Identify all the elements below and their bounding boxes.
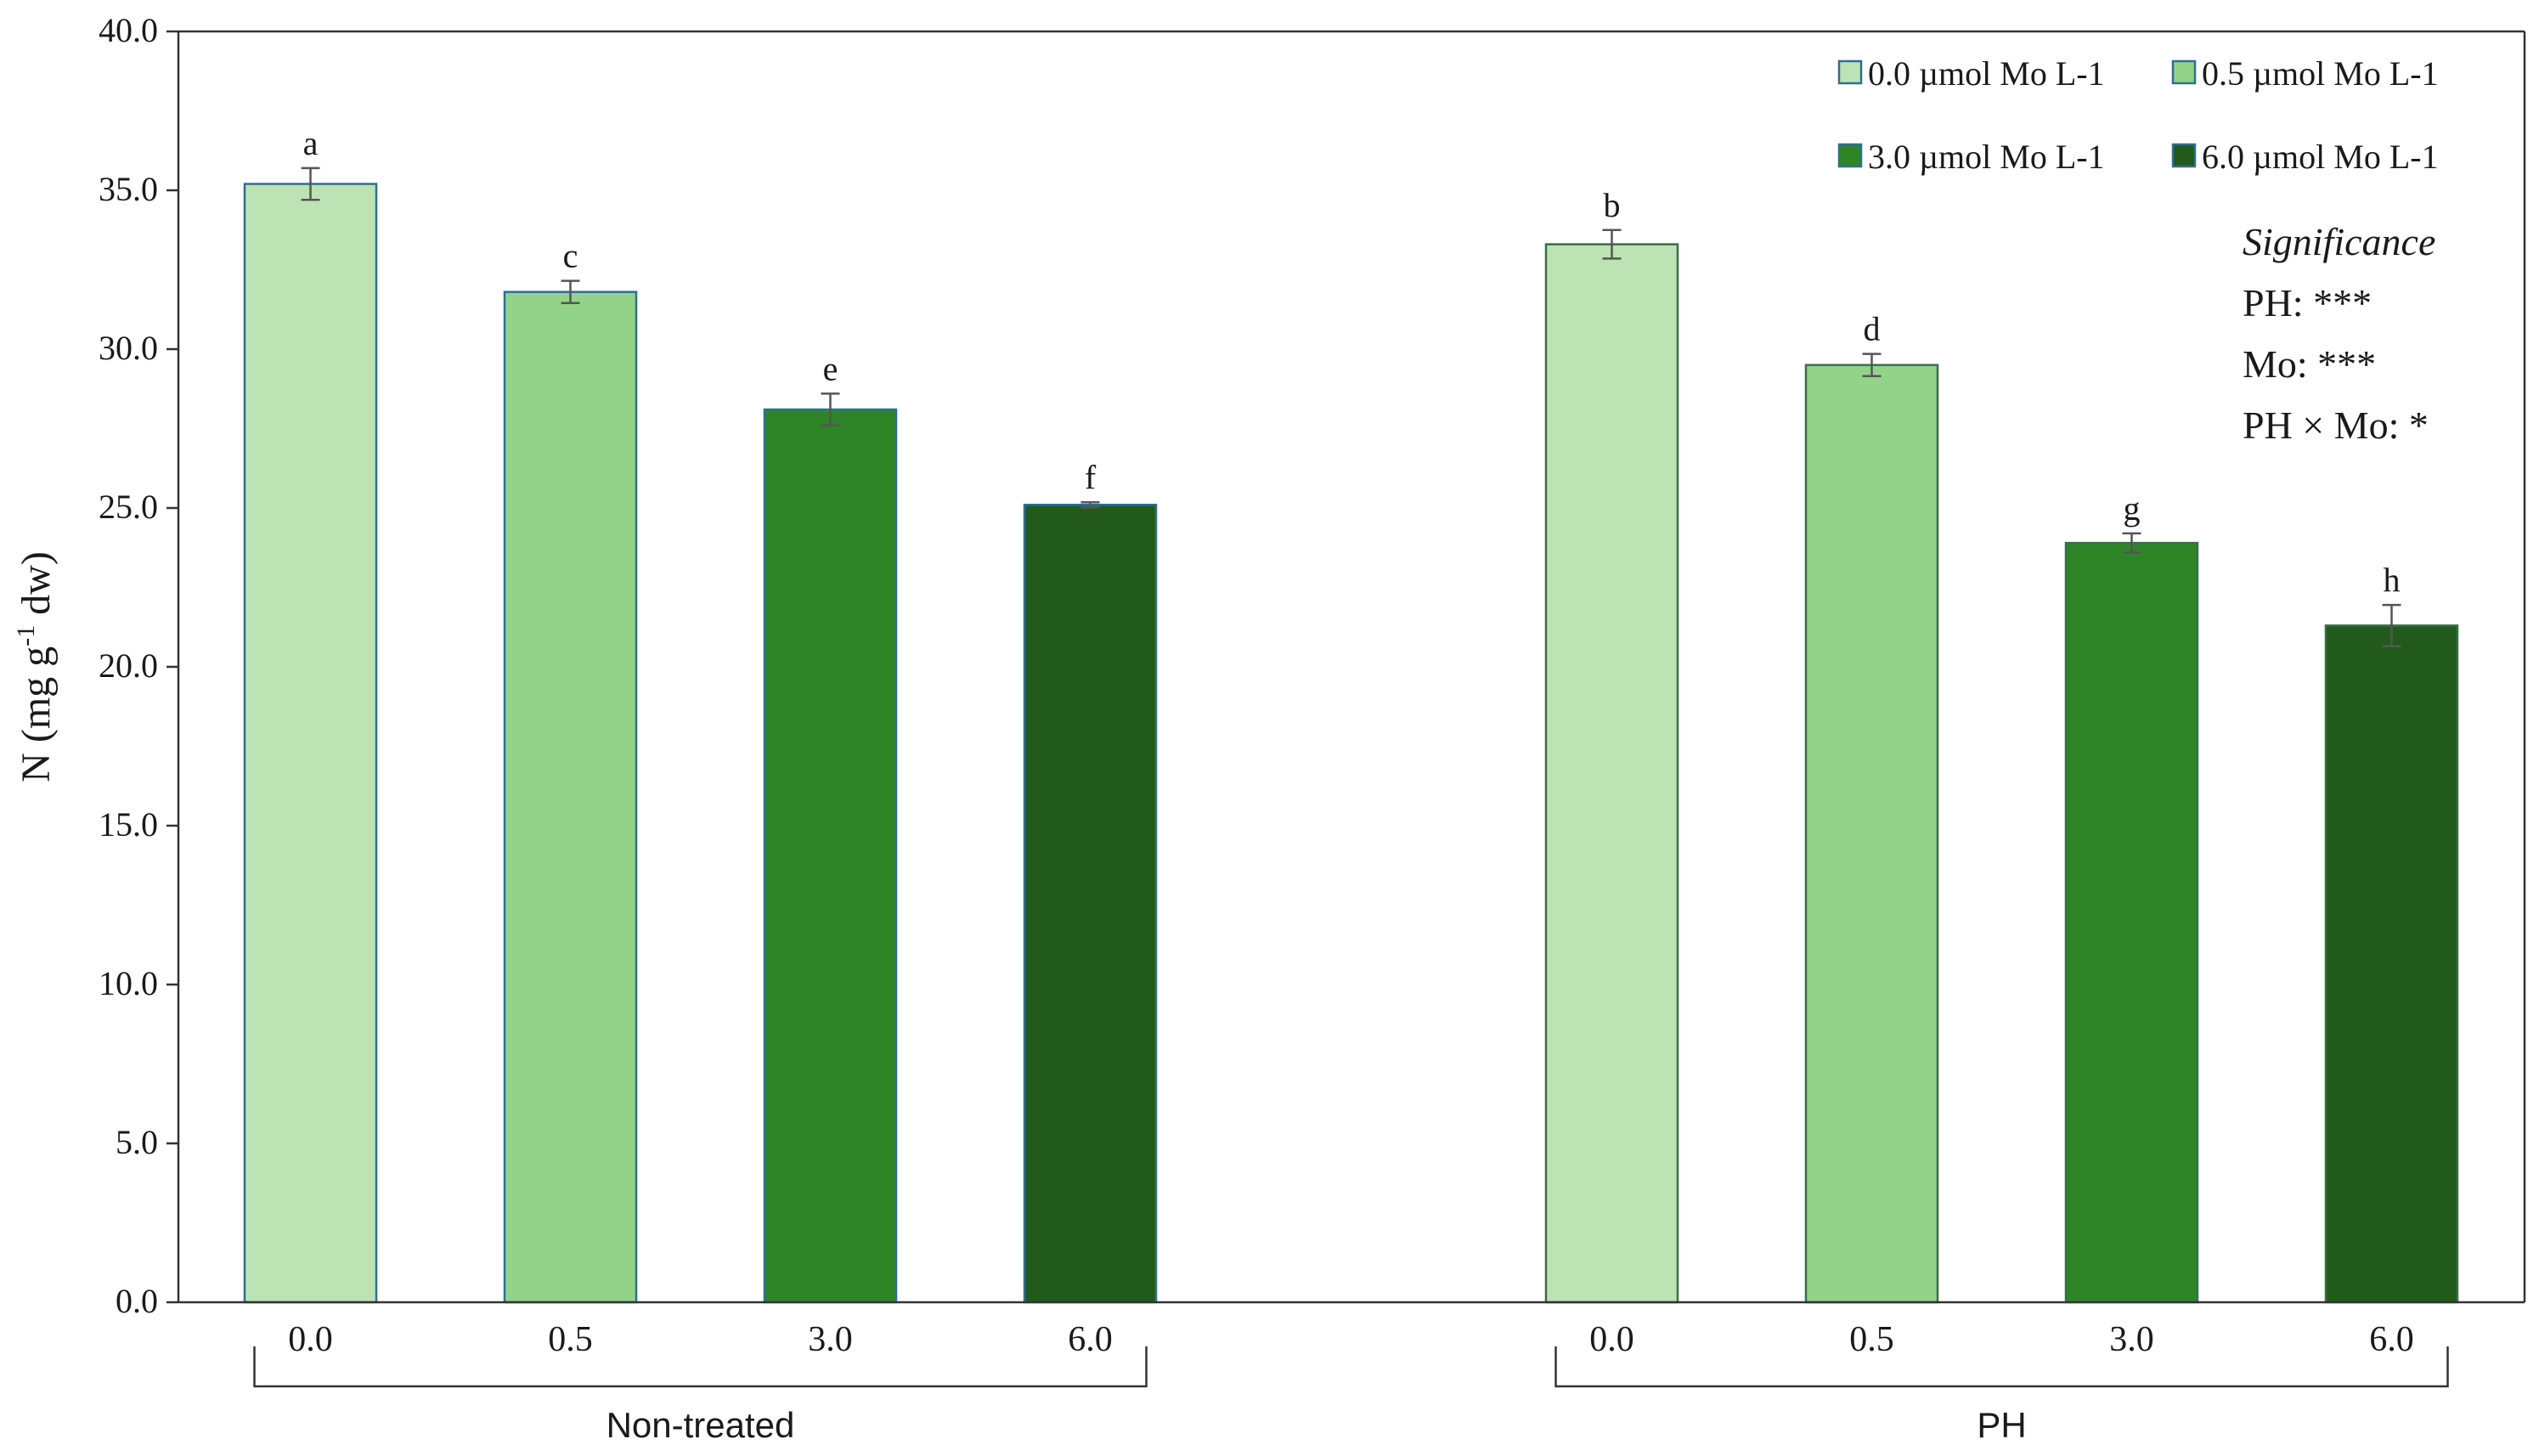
x-category-label: 3.0 bbox=[808, 1320, 853, 1359]
legend-label: 0.5 µmol Mo L-1 bbox=[2202, 54, 2439, 93]
y-tick-label: 10.0 bbox=[99, 964, 158, 1002]
group-bracket bbox=[1554, 1346, 2449, 1388]
significance-letter: d bbox=[1864, 310, 1881, 348]
significance-letter: h bbox=[2384, 561, 2401, 599]
bar-non-treated-0 bbox=[243, 183, 378, 1304]
error-bar bbox=[301, 166, 320, 201]
y-tick-label: 20.0 bbox=[99, 646, 158, 685]
x-category-label: 0.5 bbox=[1849, 1320, 1894, 1359]
error-bar bbox=[1602, 229, 1622, 260]
error-bar bbox=[1080, 501, 1100, 509]
y-tick-label: 40.0 bbox=[99, 11, 158, 49]
axes bbox=[177, 30, 2526, 1304]
significance-title: Significance bbox=[2243, 220, 2435, 263]
bar-ph-3 bbox=[2324, 624, 2459, 1304]
legend-swatch bbox=[1837, 143, 1863, 168]
bars bbox=[243, 183, 2459, 1304]
significance-box: Significance PH: *** Mo: *** PH × Mo: * bbox=[2243, 220, 2435, 447]
significance-line: PH: *** bbox=[2243, 281, 2372, 324]
group-label: PH bbox=[1977, 1405, 2026, 1445]
x-category-label: 3.0 bbox=[2109, 1320, 2154, 1359]
legend-label: 0.0 µmol Mo L-1 bbox=[1868, 54, 2105, 93]
significance-letter: a bbox=[303, 124, 319, 162]
x-category-label: 0.0 bbox=[1589, 1320, 1634, 1359]
significance-line: PH × Mo: * bbox=[2243, 404, 2429, 447]
group-brackets: Non-treated PH bbox=[253, 1346, 2449, 1445]
y-axis-ticks: 0.0 5.0 10.0 15.0 20.0 25.0 30.0 35.0 40.0 bbox=[99, 11, 178, 1320]
bar-non-treated-1 bbox=[503, 291, 638, 1304]
x-category-label: 6.0 bbox=[2369, 1320, 2414, 1359]
error-bar bbox=[1862, 353, 1882, 378]
x-category-label: 0.5 bbox=[548, 1320, 593, 1359]
legend-swatch bbox=[2171, 59, 2197, 85]
x-axis-category-labels: 0.0 0.5 3.0 6.0 0.0 0.5 3.0 6.0 bbox=[288, 1320, 2414, 1359]
legend-item: 0.5 µmol Mo L-1 bbox=[2171, 54, 2439, 93]
error-bar bbox=[2382, 603, 2401, 647]
significance-letter: f bbox=[1085, 458, 1097, 496]
error-bar bbox=[561, 279, 580, 305]
y-tick-label: 35.0 bbox=[99, 170, 158, 208]
x-category-label: 0.0 bbox=[288, 1320, 333, 1359]
error-bar bbox=[821, 392, 840, 427]
legend-label: 3.0 µmol Mo L-1 bbox=[1868, 138, 2105, 176]
y-tick-label: 5.0 bbox=[116, 1123, 158, 1161]
legend-swatch bbox=[1837, 59, 1863, 85]
error-bars bbox=[301, 166, 2401, 647]
significance-letter: e bbox=[823, 349, 838, 387]
bar-non-treated-3 bbox=[1023, 504, 1158, 1304]
y-tick-label: 0.0 bbox=[116, 1282, 158, 1320]
bar-non-treated-2 bbox=[763, 408, 898, 1304]
legend: 0.0 µmol Mo L-1 0.5 µmol Mo L-1 3.0 µmol M… bbox=[1837, 54, 2439, 176]
significance-letter: c bbox=[563, 237, 578, 275]
legend-item: 6.0 µmol Mo L-1 bbox=[2171, 138, 2439, 176]
significance-line: Mo: *** bbox=[2243, 342, 2376, 386]
legend-item: 3.0 µmol Mo L-1 bbox=[1837, 138, 2105, 176]
x-category-label: 6.0 bbox=[1068, 1320, 1113, 1359]
y-axis-title: N (mg g-1 dw) bbox=[12, 551, 59, 782]
significance-letter: b bbox=[1604, 186, 1621, 224]
bar-ph-1 bbox=[1804, 364, 1939, 1304]
legend-swatch bbox=[2171, 143, 2197, 168]
bar-ph-0 bbox=[1544, 243, 1679, 1304]
y-tick-label: 25.0 bbox=[99, 488, 158, 526]
y-tick-label: 15.0 bbox=[99, 805, 158, 844]
y-tick-label: 30.0 bbox=[99, 329, 158, 367]
group-label: Non-treated bbox=[607, 1405, 795, 1445]
error-bar bbox=[2122, 532, 2141, 554]
legend-label: 6.0 µmol Mo L-1 bbox=[2202, 138, 2439, 176]
group-bracket bbox=[253, 1346, 1148, 1388]
bar-ph-2 bbox=[2064, 541, 2199, 1304]
legend-item: 0.0 µmol Mo L-1 bbox=[1837, 54, 2105, 93]
significance-letters: a c e f b d g h bbox=[303, 124, 2401, 599]
significance-letter: g bbox=[2124, 489, 2141, 528]
